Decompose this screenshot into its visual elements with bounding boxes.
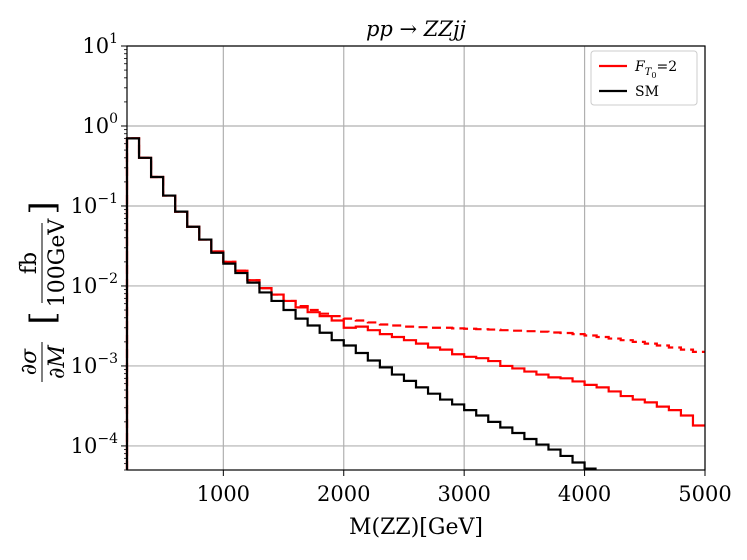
y-tick-label: 10−3 (71, 351, 118, 378)
x-tick-label: 4000 (558, 482, 611, 506)
y-tick-label: 101 (82, 31, 118, 58)
axis-ticks: 1000 2000 3000 4000 5000 10−4 10−3 10−2 10−1 100 1… (71, 31, 732, 506)
y-tick-label: 10−1 (71, 191, 118, 218)
legend-label: SM (635, 84, 659, 100)
y-label-bracket-left: [ (23, 311, 63, 324)
y-axis-label: ∂σ ∂M [ fb 100GeV ] (17, 201, 70, 382)
x-tick-label: 3000 (437, 482, 490, 506)
y-tick-label: 10−2 (71, 271, 118, 298)
chart-title: pp → ZZjj (366, 17, 467, 41)
y-tick-label: 100 (82, 111, 118, 138)
x-tick-label: 1000 (197, 482, 250, 506)
series-line (125, 137, 705, 470)
x-tick-label: 2000 (317, 482, 370, 506)
legend-label: FT0=2 (634, 59, 677, 80)
legend-entries: FT0=2 SM (599, 59, 677, 100)
y-label-numerator: ∂σ (17, 348, 42, 375)
x-axis-label: M(ZZ)[GeV] (349, 515, 483, 540)
y-label-denominator: ∂M (45, 345, 70, 379)
y-label-unit-numerator: fb (17, 252, 42, 274)
plot-frame (126, 45, 706, 471)
y-label-bracket-right: ] (23, 201, 63, 214)
y-tick-label: 10−4 (71, 431, 118, 458)
y-label-unit-denominator: 100GeV (45, 218, 70, 308)
series-line (125, 137, 597, 470)
legend: FT0=2 SM (590, 50, 698, 106)
series-layer (125, 137, 705, 470)
x-tick-label: 5000 (678, 482, 731, 506)
